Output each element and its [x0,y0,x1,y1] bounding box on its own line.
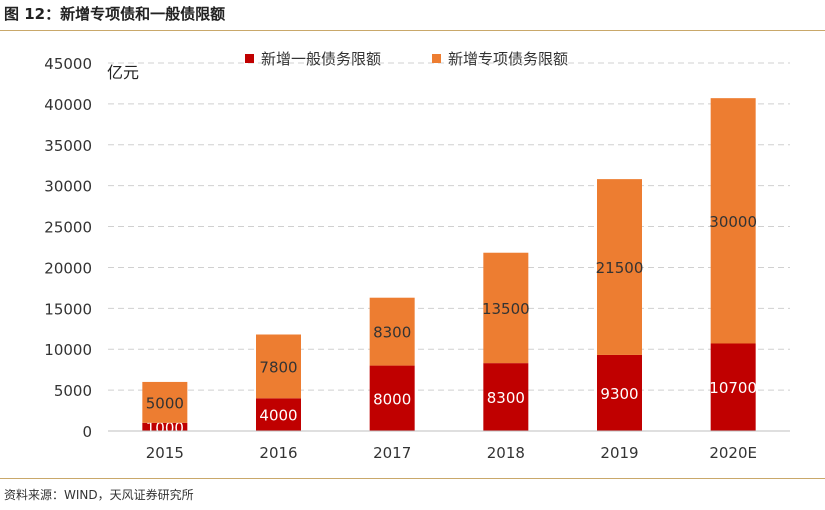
y-tick-label: 35000 [44,137,92,155]
stacked-bar-chart: 0 5000 10000 15000 20000 25000 30000 35000 40000… [44,50,790,462]
bar-general-debt [369,365,415,431]
y-tick-label: 10000 [44,341,92,359]
legend-swatch [432,54,441,63]
data-label: 30000 [709,213,757,231]
x-tick-label: 2017 [373,444,411,462]
y-tick-label: 25000 [44,219,92,237]
bar-general-debt [483,363,529,431]
y-axis-unit-label: 亿元 [107,63,139,82]
source-note: 资料来源：WIND，天风证券研究所 [4,488,194,502]
bar-general-debt [710,343,756,431]
y-tick-label: 20000 [44,259,92,277]
figure-title: 图 12：新增专项债和一般债限额 [4,5,226,23]
data-label: 13500 [482,300,530,318]
x-tick-label: 2016 [259,444,297,462]
y-tick-label: 0 [82,423,92,441]
data-label: 4000 [259,407,297,425]
bars: 1000 5000 4000 7800 8000 8300 8300 13500 9300 215… [142,98,757,437]
bottom-divider [0,478,825,479]
bar-special-debt [142,381,188,423]
legend-label: 新增专项债务限额 [448,50,568,68]
data-label: 8000 [373,390,411,408]
gridlines [108,62,790,391]
legend: 新增一般债务限额 新增专项债务限额 [245,50,568,68]
bar-special-debt [256,334,301,399]
data-label: 10700 [709,379,757,397]
data-label: 7800 [259,358,297,376]
data-label: 9300 [600,385,638,403]
data-label: 21500 [596,259,644,277]
x-tick-label: 2015 [146,444,184,462]
legend-label: 新增一般债务限额 [261,50,381,68]
x-tick-label: 2019 [600,444,638,462]
top-divider [0,30,825,31]
legend-swatch [245,54,254,63]
bar-special-debt [710,98,756,344]
data-label: 8300 [487,389,525,407]
data-label: 8300 [373,324,411,342]
y-tick-label: 45000 [44,55,92,73]
y-axis-ticks: 0 5000 10000 15000 20000 25000 30000 35000 40000… [44,55,92,441]
y-tick-label: 30000 [44,178,92,196]
y-tick-label: 5000 [54,382,92,400]
y-tick-label: 40000 [44,96,92,114]
bar-general-debt [597,354,642,431]
bar-special-debt [597,179,642,355]
data-label: 5000 [146,394,184,412]
x-axis-ticks: 2015 2016 2017 2018 2019 2020E [146,444,757,462]
bar-general-debt [142,422,188,431]
bar-special-debt [369,297,415,366]
y-tick-label: 15000 [44,300,92,318]
bar-general-debt [256,398,301,431]
data-label: 1000 [146,419,184,437]
bar-special-debt [483,252,529,364]
x-tick-label: 2018 [487,444,525,462]
x-tick-label: 2020E [709,444,757,462]
